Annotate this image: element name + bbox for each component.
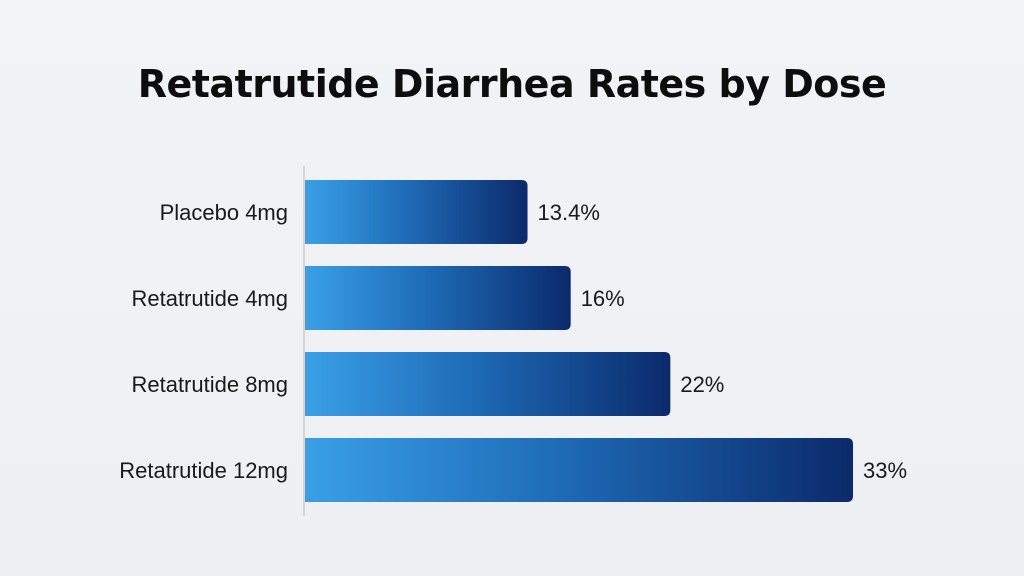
category-label: Retatrutide 4mg [131,286,288,311]
value-label: 16% [581,286,625,311]
category-label: Retatrutide 12mg [119,458,288,483]
value-label: 33% [863,458,907,483]
value-label: 13.4% [538,200,600,225]
bar-2 [305,352,671,416]
chart-title: Retatrutide Diarrhea Rates by Dose [137,62,887,106]
category-label: Retatrutide 8mg [131,372,288,397]
bar-1 [305,266,571,330]
category-label: Placebo 4mg [160,200,288,225]
value-label: 22% [680,372,724,397]
bar-3 [305,438,853,502]
bars-group: Placebo 4mg 13.4% Retatrutide 4mg 16% Retatr… [119,180,907,502]
bar-0 [305,180,528,244]
